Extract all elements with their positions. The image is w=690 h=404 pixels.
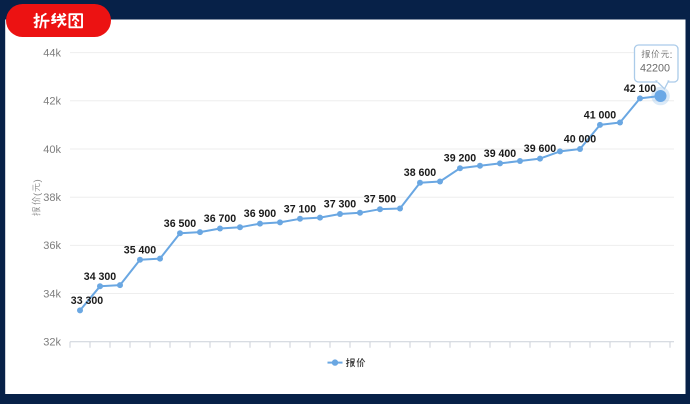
svg-text:44k: 44k <box>43 47 61 59</box>
svg-text::: : <box>670 50 673 61</box>
svg-text:36 900: 36 900 <box>244 208 277 220</box>
svg-text:(: ( <box>32 192 43 196</box>
svg-text:36 500: 36 500 <box>164 218 197 230</box>
svg-text:34 300: 34 300 <box>84 271 117 283</box>
svg-text:33 300: 33 300 <box>71 295 104 307</box>
svg-text:39 600: 39 600 <box>524 143 557 155</box>
svg-text:42 100: 42 100 <box>624 83 657 95</box>
svg-text:37 100: 37 100 <box>284 203 317 215</box>
svg-text:35 400: 35 400 <box>124 244 157 256</box>
svg-text:36 700: 36 700 <box>204 213 237 225</box>
svg-text:): ) <box>32 179 43 182</box>
svg-text:32k: 32k <box>43 337 61 349</box>
svg-text:38k: 38k <box>43 192 61 204</box>
svg-text:37 500: 37 500 <box>364 194 397 206</box>
svg-text:40 000: 40 000 <box>564 134 597 146</box>
svg-text:40k: 40k <box>43 144 61 156</box>
svg-text:42k: 42k <box>43 96 61 108</box>
svg-text:34k: 34k <box>43 288 61 300</box>
svg-text:37 300: 37 300 <box>324 199 357 211</box>
svg-text:38 600: 38 600 <box>404 167 437 179</box>
svg-text:39 200: 39 200 <box>444 153 477 165</box>
svg-text:36k: 36k <box>43 240 61 252</box>
svg-text:39 400: 39 400 <box>484 148 517 160</box>
svg-text:42200: 42200 <box>640 62 670 74</box>
svg-text:41 000: 41 000 <box>584 109 617 121</box>
